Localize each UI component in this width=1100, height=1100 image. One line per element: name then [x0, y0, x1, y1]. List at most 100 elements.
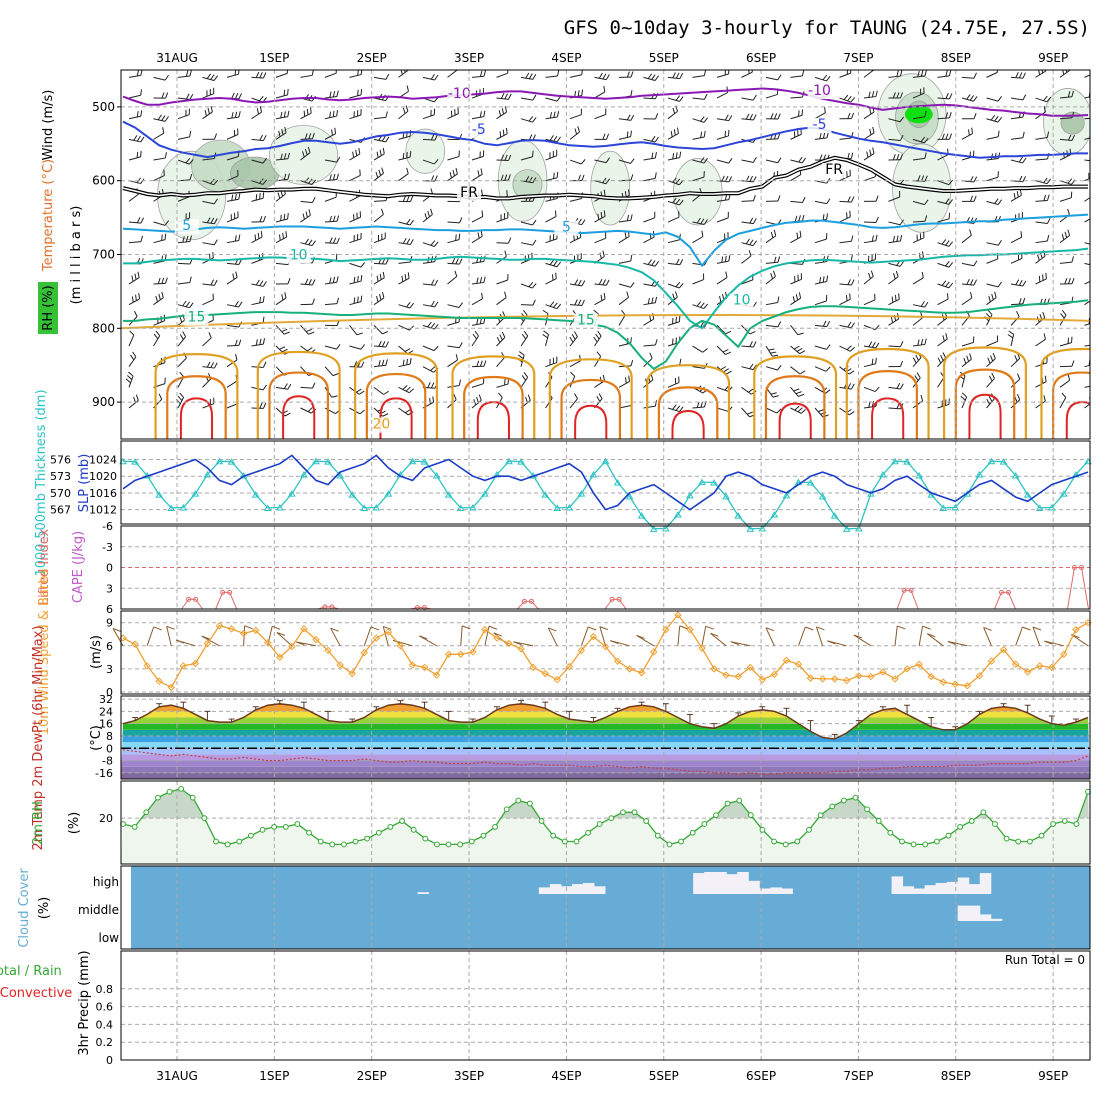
temp2m-unit: (°C): [89, 725, 104, 751]
isotherm-label-bg: [174, 219, 199, 235]
barb-flag: [630, 130, 632, 137]
wind-speed-point: [215, 622, 224, 630]
thickness-point: [842, 525, 851, 532]
thickness-point: [601, 457, 610, 465]
barb-staff: [251, 197, 264, 202]
barb-flag: [875, 357, 877, 364]
barb-staff: [349, 114, 362, 120]
thickness-point: [818, 492, 827, 500]
barb-flag: [748, 250, 752, 257]
barb-flag: [406, 218, 411, 225]
wind-barb: [618, 291, 629, 306]
barb-flag: [553, 260, 558, 267]
wind-barb: [814, 295, 828, 306]
warm-isotherm: [753, 355, 838, 439]
wind-barb: [863, 216, 879, 224]
rh-point: [608, 815, 615, 822]
barb-flag: [213, 279, 218, 286]
barb-staff: [447, 276, 458, 285]
wind-barb: [643, 135, 659, 143]
barb-flag: [577, 126, 580, 133]
barb-flag: [433, 158, 439, 165]
wind-barb: [1059, 360, 1075, 368]
barb-flag: [287, 383, 292, 390]
barb-staff: [863, 299, 876, 306]
wind-barb: [1084, 344, 1090, 347]
wind-barb: [863, 90, 878, 99]
barb-flag: [357, 296, 359, 303]
wind-speed-point: [1023, 668, 1032, 676]
wind-barb: [790, 230, 802, 244]
barb-flag: [871, 91, 875, 98]
barb-flag: [673, 129, 676, 136]
wind-speed-point: [179, 662, 188, 670]
rh-point: [852, 794, 859, 801]
barb-flag: [899, 116, 905, 123]
barb-flag: [556, 111, 560, 118]
barb-flag: [768, 348, 775, 351]
barb-flag: [161, 115, 166, 121]
rh-legend-swatch: [38, 282, 58, 334]
wind-speed-point: [481, 625, 489, 634]
barb-staff: [1035, 240, 1048, 244]
barb-flag: [382, 147, 385, 154]
barb-staff: [275, 116, 288, 120]
barb-staff: [153, 221, 166, 226]
barb-flag: [875, 216, 879, 223]
barb-flag: [647, 297, 650, 305]
wind-barb: [765, 270, 776, 285]
barb-flag: [1093, 292, 1094, 298]
wind-speed-point: [1060, 650, 1068, 658]
wind-barb: [643, 296, 658, 306]
barb-flag: [262, 157, 267, 164]
wind-barb-10m-flag: [370, 626, 380, 631]
wind-barb-10m: [1032, 626, 1041, 646]
barb-staff: [177, 262, 191, 265]
barb-flag: [896, 383, 901, 389]
barb-flag: [454, 270, 458, 277]
barb-flag: [210, 217, 215, 224]
wind-speed-point: [469, 648, 477, 656]
barb-staff: [177, 75, 190, 78]
wind-barb: [447, 270, 458, 285]
wind-speed-point: [1036, 662, 1044, 670]
barb-flag: [726, 370, 732, 375]
lifted-index-point: [908, 587, 914, 593]
barb-staff: [520, 76, 533, 80]
barb-flag: [963, 357, 967, 364]
wind-barb: [349, 211, 362, 223]
barb-flag: [945, 92, 949, 99]
barb-flag: [945, 198, 950, 204]
wind-barb: [643, 113, 659, 120]
barb-flag: [125, 378, 131, 384]
cloud-high-gap: [704, 872, 716, 894]
barb-staff: [471, 383, 484, 388]
barb-staff: [643, 283, 656, 287]
barb-staff: [545, 75, 558, 78]
wind-barb: [986, 95, 1003, 102]
cloud-high-gap: [417, 892, 430, 894]
barb-flag: [874, 324, 880, 330]
barb-flag: [434, 279, 439, 286]
barb-flag: [1015, 279, 1020, 286]
barb-flag: [213, 218, 218, 225]
date-axis-top: 31AUG 1SEP 2SEP 3SEP 4SEP 5SEP 6SEP 7SEP 8SEP 9SE…: [156, 51, 1068, 65]
barb-staff: [545, 138, 558, 143]
barb-flag: [1042, 311, 1046, 318]
barb-flag: [1093, 156, 1096, 161]
barb-flag: [924, 175, 928, 182]
barb-flag: [973, 96, 978, 102]
barb-flag: [308, 331, 315, 335]
barb-staff: [1059, 96, 1072, 99]
wind-barb: [226, 211, 239, 223]
thickness-point: [746, 525, 755, 532]
barb-flag: [725, 351, 732, 355]
barb-flag: [991, 293, 994, 300]
thickness-point: [167, 504, 176, 511]
barb-staff: [765, 261, 778, 264]
barb-staff: [275, 325, 285, 335]
barb-flag: [966, 355, 970, 362]
barb-flag: [359, 169, 361, 176]
barb-staff: [398, 324, 410, 331]
barb-staff: [618, 118, 631, 121]
